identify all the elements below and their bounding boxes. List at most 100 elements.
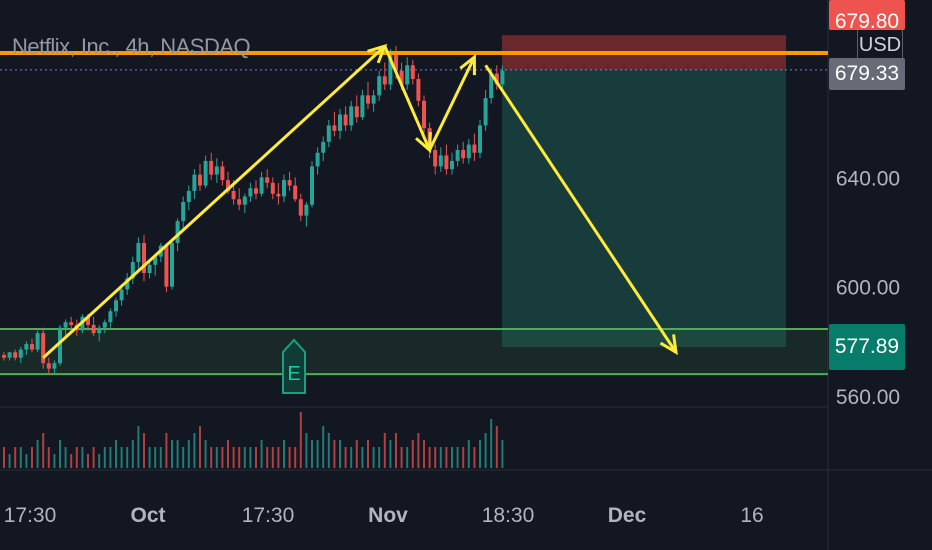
candle-body [181,201,186,222]
volume-bar [143,433,145,468]
candle-body [142,242,146,274]
price-tag-current: 679.33 [829,58,905,90]
candle-body [483,98,488,126]
volume-bar [288,447,291,468]
volume-bar [311,440,313,468]
volume-bar [305,433,308,468]
candle-body [13,352,18,358]
candle-body [220,166,225,181]
candle-body [18,349,23,358]
candle-body [41,333,46,364]
candle-body [2,355,6,358]
candle-body [450,160,454,170]
candle-body [349,106,354,126]
currency-button[interactable]: USD [857,27,903,63]
volume-bar [36,440,39,468]
candle-body [461,150,466,159]
trend-arrow-head [459,53,476,76]
candle-body [46,363,51,369]
volume-bar [367,440,369,468]
volume-bar [501,440,504,468]
volume-bar [400,447,403,468]
candle-body [63,322,68,328]
candle-body [209,160,214,175]
trend-arrow [42,45,386,359]
volume-bar [215,447,218,468]
candle-body [130,262,135,279]
candle-body [214,166,219,175]
x-tick-label: Nov [368,504,408,527]
candle-body [58,327,62,364]
volume-bar [350,447,353,468]
volume-bar [355,440,358,468]
candle-body [270,182,275,194]
candle-body [203,160,208,186]
volume-bar [171,440,173,468]
volume-bar [42,433,45,468]
volume-bar [434,447,437,468]
candle-body [343,114,348,126]
volume-bar [193,433,196,468]
candle-body [248,188,253,197]
volume-bar [249,447,252,468]
candle-body [399,70,404,85]
candle-body [86,316,90,325]
earnings-marker-label: E [287,363,300,385]
candle-body [382,76,387,85]
volume-bar [271,447,274,468]
volume-bar [176,440,179,468]
candle-body [405,65,410,85]
volume-bar [64,447,67,468]
candle-body [237,199,242,205]
volume-bar [378,447,381,468]
candle-body [91,324,96,334]
candle-body [310,166,314,205]
volume-bar [462,447,465,468]
volume-bar [473,447,476,468]
volume-bar [451,447,453,468]
volume-bar [227,440,229,468]
candle-body [114,300,118,312]
volume-bar [260,440,263,468]
volume-bar [103,447,106,468]
price-tag-target: 577.89 [829,324,905,370]
candle-body [422,100,426,129]
volume-bar [389,440,392,468]
volume-bar [417,433,420,468]
volume-bar [159,447,162,468]
x-tick-label: Oct [130,504,165,527]
volume-bar [109,447,112,468]
candle-body [254,188,258,194]
candle-body [332,125,337,131]
volume-bar [423,440,425,468]
y-tick-label: 600.00 [836,277,900,300]
candle-body [242,196,247,205]
y-tick-label: 560.00 [836,386,900,409]
volume-bar [115,440,117,468]
candle-body [186,191,191,202]
volume-bar [406,447,409,468]
candle-body [147,264,152,274]
volume-bar [98,454,101,468]
volume-bar [53,454,56,468]
volume-bar [316,440,319,468]
volume-bar [339,440,341,468]
volume-bar [120,447,123,468]
volume-bar [490,419,493,468]
volume-bar [148,447,151,468]
volume-bar [232,447,235,468]
candle-body [433,150,438,167]
volume-bar [456,447,459,468]
volume-bar [299,412,302,468]
volume-bar [238,447,241,468]
candle-body [35,333,40,350]
volume-bar [19,447,22,468]
volume-bar [361,447,364,468]
earnings-marker [282,338,306,394]
volume-bar [3,447,5,468]
candle-body [108,311,113,323]
volume-bar [154,447,157,468]
volume-bar [372,447,375,468]
volume-bar [333,440,336,468]
